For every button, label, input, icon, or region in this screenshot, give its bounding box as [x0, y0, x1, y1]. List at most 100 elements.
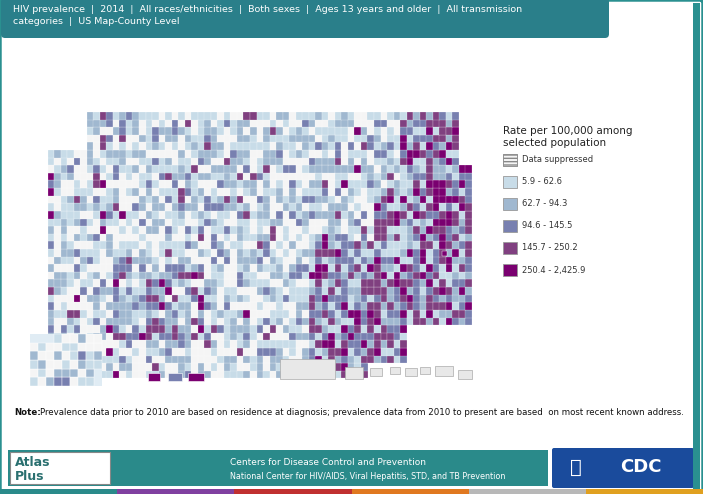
Bar	[224, 127, 231, 135]
Bar	[413, 317, 420, 325]
Bar	[100, 142, 107, 150]
Bar	[426, 112, 433, 120]
Bar	[348, 355, 355, 363]
Bar	[159, 302, 165, 310]
Bar	[178, 248, 185, 256]
Bar	[420, 248, 427, 256]
Bar	[503, 220, 517, 232]
Bar	[413, 279, 420, 287]
Bar	[152, 196, 159, 204]
Bar	[498, 124, 683, 299]
Bar	[452, 287, 459, 294]
Bar	[263, 203, 270, 211]
Bar	[172, 279, 179, 287]
Bar	[257, 294, 264, 302]
Bar	[178, 172, 185, 180]
Bar	[86, 317, 93, 325]
Bar	[465, 241, 472, 249]
Bar	[113, 256, 120, 264]
Bar	[185, 172, 191, 180]
Bar	[302, 317, 309, 325]
Bar	[342, 264, 348, 272]
Bar	[283, 241, 290, 249]
Bar	[322, 302, 328, 310]
Bar	[120, 226, 127, 234]
Bar	[426, 310, 433, 318]
Bar	[146, 363, 153, 371]
Bar	[296, 165, 302, 173]
Bar	[67, 264, 74, 272]
Bar	[139, 172, 146, 180]
Bar	[198, 355, 205, 363]
Bar	[132, 120, 139, 127]
Bar	[106, 196, 113, 204]
Bar	[205, 272, 211, 280]
Bar	[459, 272, 465, 280]
Bar	[354, 218, 361, 226]
Bar	[420, 210, 427, 218]
Bar	[406, 287, 413, 294]
Bar	[302, 150, 309, 158]
Bar	[335, 134, 342, 142]
Bar	[30, 351, 38, 360]
Bar	[139, 325, 146, 333]
Bar	[283, 196, 290, 204]
Bar	[368, 210, 374, 218]
Bar	[368, 294, 374, 302]
Bar	[178, 180, 185, 188]
Bar	[400, 218, 407, 226]
Bar	[446, 218, 453, 226]
Bar	[211, 165, 218, 173]
Bar	[198, 158, 205, 165]
Bar	[231, 203, 237, 211]
Bar	[139, 150, 146, 158]
Bar	[354, 248, 361, 256]
Bar	[132, 226, 139, 234]
Bar	[178, 302, 185, 310]
Bar	[178, 332, 185, 340]
Bar	[113, 134, 120, 142]
Bar	[231, 340, 237, 348]
Bar	[420, 287, 427, 294]
Bar	[139, 248, 146, 256]
Bar	[185, 218, 191, 226]
Bar	[276, 340, 283, 348]
Bar	[224, 172, 231, 180]
Bar	[335, 196, 342, 204]
Bar	[250, 264, 257, 272]
Bar	[296, 355, 302, 363]
Bar	[60, 210, 67, 218]
Bar	[387, 340, 394, 348]
Bar	[309, 264, 316, 272]
Bar	[152, 180, 159, 188]
Bar	[205, 287, 211, 294]
Bar	[211, 294, 218, 302]
Bar	[354, 264, 361, 272]
Bar	[74, 363, 81, 371]
Bar	[80, 196, 87, 204]
Bar	[231, 226, 237, 234]
Bar	[224, 112, 231, 120]
Bar	[354, 134, 361, 142]
Bar	[309, 226, 316, 234]
Bar	[368, 226, 374, 234]
Bar	[452, 134, 459, 142]
Bar	[368, 248, 374, 256]
Bar	[289, 248, 296, 256]
Bar	[328, 310, 335, 318]
Bar	[296, 218, 302, 226]
Bar	[380, 196, 387, 204]
Bar	[113, 310, 120, 318]
Bar	[335, 248, 342, 256]
Bar	[302, 188, 309, 196]
Bar	[335, 165, 342, 173]
Bar	[289, 172, 296, 180]
Bar	[276, 256, 283, 264]
Bar	[433, 180, 439, 188]
Bar	[93, 302, 100, 310]
Bar	[257, 279, 264, 287]
Bar	[250, 150, 257, 158]
Bar	[191, 172, 198, 180]
Bar	[93, 272, 100, 280]
Bar	[328, 348, 335, 356]
